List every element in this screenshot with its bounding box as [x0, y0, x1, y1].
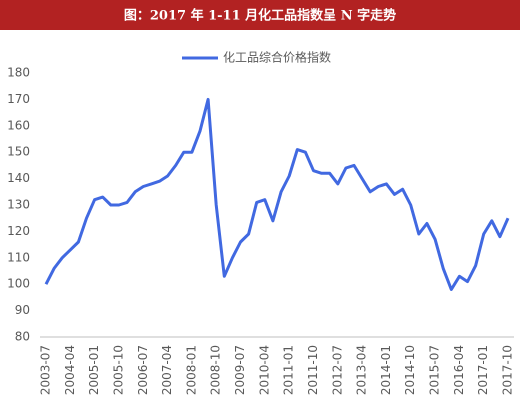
x-tick-label: 2012-07	[330, 345, 344, 395]
y-tick-label: 110	[7, 250, 30, 264]
y-tick-label: 160	[7, 118, 30, 132]
x-tick-label: 2005-01	[87, 345, 101, 395]
x-tick-label: 2004-04	[63, 345, 77, 395]
y-tick-label: 90	[15, 303, 30, 317]
x-tick-label: 2006-07	[136, 345, 150, 395]
x-tick-label: 2013-04	[355, 345, 369, 395]
x-tick-label: 2011-10	[306, 345, 320, 395]
x-tick-label: 2011-01	[282, 345, 296, 395]
chart-title: 图：2017 年 1-11 月化工品指数呈 N 字走势	[124, 8, 396, 24]
x-tick-label: 2008-10	[209, 345, 223, 395]
x-tick-label: 2003-07	[39, 345, 53, 395]
x-tick-label: 2008-01	[184, 345, 198, 395]
x-tick-label: 2014-10	[403, 345, 417, 395]
y-tick-label: 180	[7, 66, 30, 80]
y-tick-label: 120	[7, 224, 30, 238]
x-tick-label: 2017-01	[476, 345, 490, 395]
y-tick-label: 80	[15, 330, 30, 344]
y-tick-label: 100	[7, 277, 30, 291]
title-banner	[0, 0, 520, 30]
legend-label: 化工品综合价格指数	[223, 50, 331, 65]
x-tick-label: 2017-10	[501, 345, 515, 395]
x-tick-label: 2016-04	[452, 345, 466, 395]
x-tick-label: 2009-07	[233, 345, 247, 395]
line	[44, 97, 510, 291]
x-tick-label: 2005-10	[111, 345, 125, 395]
x-tick-label: 2007-04	[160, 345, 174, 395]
y-tick-label: 150	[7, 145, 30, 159]
x-tick-label: 2014-01	[379, 345, 393, 395]
x-tick-label: 2015-07	[428, 345, 442, 395]
x-tick-label: 2010-04	[257, 345, 271, 395]
y-tick-label: 140	[7, 171, 30, 185]
y-tick-label: 130	[7, 198, 30, 212]
y-tick-label: 170	[7, 92, 30, 106]
